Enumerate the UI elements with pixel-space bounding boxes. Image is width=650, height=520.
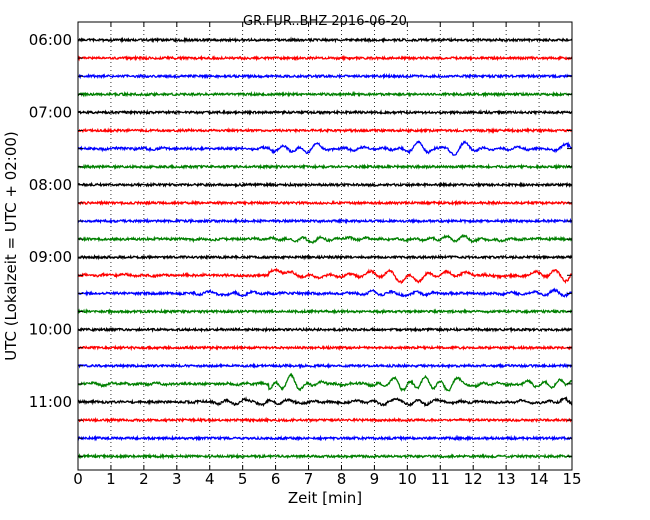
y-tick-label: 08:00 (29, 176, 72, 194)
x-axis-label: Zeit [min] (288, 489, 362, 507)
trace-0900 (77, 254, 573, 261)
x-tick-label: 4 (205, 470, 215, 488)
y-tick-label: 07:00 (29, 103, 72, 121)
trace-1000 (77, 326, 573, 334)
trace-0930 (77, 287, 573, 298)
x-tick-label: 9 (370, 470, 380, 488)
x-tick-label: 8 (337, 470, 347, 488)
x-tick-label: 11 (431, 470, 450, 488)
seismogram-traces (77, 36, 573, 460)
x-tick-label: 7 (304, 470, 314, 488)
trace-0915 (77, 267, 573, 285)
trace-1145 (77, 452, 573, 460)
trace-1045 (77, 372, 573, 393)
x-tick-label: 0 (73, 470, 83, 488)
x-tick-label: 10 (398, 470, 417, 488)
x-tick-label: 1 (106, 470, 116, 488)
trace-1015 (77, 344, 573, 352)
trace-0800 (77, 181, 573, 189)
trace-0645 (77, 90, 573, 98)
trace-0830 (77, 217, 573, 225)
x-tick-label: 12 (464, 470, 483, 488)
x-tick-label: 13 (497, 470, 516, 488)
trace-0715 (77, 127, 573, 135)
trace-0845 (77, 233, 573, 245)
x-tick-label: 5 (238, 470, 248, 488)
trace-0815 (77, 199, 573, 207)
trace-0745 (77, 163, 573, 171)
trace-1115 (77, 416, 573, 424)
x-tick-label: 6 (271, 470, 281, 488)
trace-1100 (77, 396, 573, 408)
y-tick-label: 10:00 (29, 321, 72, 339)
trace-1030 (77, 362, 573, 370)
x-tick-label: 2 (139, 470, 149, 488)
x-tick-label: 3 (172, 470, 182, 488)
trace-0615 (77, 54, 573, 62)
trace-0630 (77, 72, 572, 80)
y-tick-label: 11:00 (29, 393, 72, 411)
trace-0945 (77, 308, 573, 315)
trace-0730 (77, 140, 573, 156)
trace-0700 (77, 108, 573, 116)
plot-frame (77, 21, 573, 471)
y-tick-label: 06:00 (29, 31, 72, 49)
trace-1130 (77, 434, 573, 442)
axis-ticks: 0 1 2 3 4 5 6 7 8 9 10 11 12 13 14 1506:0007:0008:0009:… (29, 22, 582, 488)
x-tick-label: 15 (562, 470, 581, 488)
x-tick-label: 14 (530, 470, 549, 488)
y-tick-label: 09:00 (29, 248, 72, 266)
y-axis-label: UTC (Lokalzeit = UTC + 02:00) (2, 131, 20, 361)
trace-0600 (77, 36, 573, 44)
grid (110, 22, 540, 470)
